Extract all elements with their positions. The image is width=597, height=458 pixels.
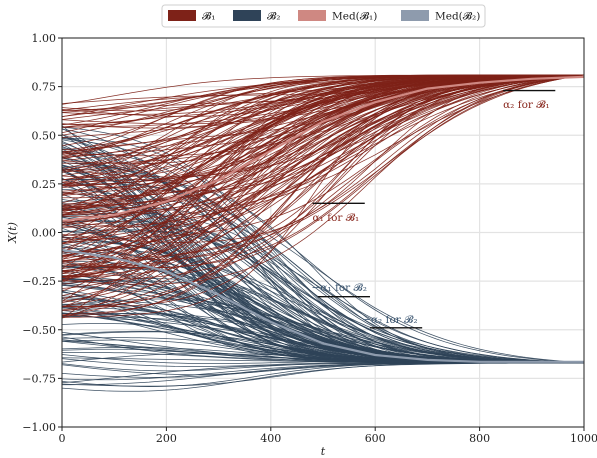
annotation-label: α₂ for 𝓑₁ — [503, 99, 550, 111]
b2-trajectory — [62, 265, 584, 364]
annotation-label: −α₂ for 𝓑₂ — [362, 314, 417, 326]
x-axis-label: t — [321, 445, 326, 458]
b1-trajectory — [62, 74, 584, 273]
b1-trajectory — [62, 74, 584, 128]
legend-swatch — [298, 10, 326, 21]
b2-trajectory — [62, 138, 584, 364]
x-tick-label: 800 — [469, 432, 490, 445]
y-tick-label: 0.50 — [32, 129, 57, 142]
b2-trajectory — [62, 362, 584, 386]
b1-trajectory — [62, 74, 584, 273]
legend: 𝓑₁ 𝓑₂ Med(𝓑₁) Med(𝓑₂) — [161, 4, 486, 28]
b1-trajectory — [62, 74, 584, 243]
b1-trajectory — [62, 74, 584, 228]
b1-trajectory — [62, 74, 584, 172]
legend-entry: Med(𝓑₂) — [401, 10, 480, 23]
legend-label: 𝓑₂ — [267, 11, 280, 23]
b2-trajectory — [62, 362, 584, 376]
legend-swatch — [233, 10, 261, 21]
x-tick-label: 1000 — [570, 432, 597, 445]
y-tick-label: 0.75 — [32, 81, 57, 94]
b1-trajectory — [62, 74, 584, 282]
x-tick-label: 400 — [260, 432, 281, 445]
y-tick-label: 1.00 — [32, 32, 57, 45]
x-tick-label: 200 — [156, 432, 177, 445]
legend-entry: 𝓑₂ — [233, 10, 280, 23]
median-b2-line — [62, 248, 584, 363]
b1-trajectory — [62, 74, 584, 228]
legend-label: 𝓑₁ — [202, 11, 215, 23]
median-b1-line — [62, 75, 584, 222]
legend-entry: 𝓑₁ — [168, 10, 215, 23]
b1-trajectory — [62, 74, 584, 181]
y-tick-label: −0.25 — [22, 275, 56, 288]
y-tick-label: 0.25 — [32, 178, 57, 191]
y-tick-label: −0.75 — [22, 372, 56, 385]
y-tick-label: 0.00 — [32, 227, 57, 240]
legend-swatch — [401, 10, 429, 21]
annotation-label: −α₁ for 𝓑₂ — [312, 282, 367, 294]
y-tick-label: −1.00 — [22, 421, 56, 434]
b1-trajectory — [62, 74, 584, 256]
axes: 0 200 400 600 800 1000 −1.00 −0.75 −0.50 −0.25 0.0… — [22, 32, 597, 445]
legend-label: Med(𝓑₂) — [435, 11, 480, 23]
b2-trajectory — [62, 179, 584, 364]
x-tick-label: 0 — [59, 432, 66, 445]
b1-trajectory — [62, 74, 584, 258]
annotation-label: α₁ for 𝓑₁ — [313, 212, 360, 224]
series-layer — [62, 74, 584, 392]
x-tick-label: 600 — [365, 432, 386, 445]
annotations: α₁ for 𝓑₁ α₂ for 𝓑₁ −α₁ for 𝓑₂ −α₂ for 𝓑₂ — [312, 89, 556, 329]
b1-trajectory — [62, 74, 584, 285]
legend-label: Med(𝓑₁) — [332, 11, 377, 23]
y-axis-label: X(t) — [6, 222, 19, 244]
b1-trajectory — [62, 74, 584, 126]
y-tick-label: −0.50 — [22, 324, 56, 337]
legend-swatch — [168, 10, 196, 21]
legend-entry: Med(𝓑₁) — [298, 10, 377, 23]
